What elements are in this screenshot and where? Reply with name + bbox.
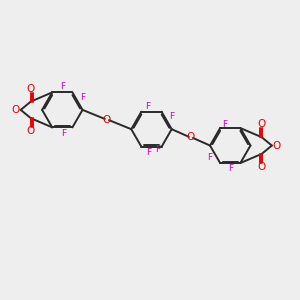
Text: O: O <box>258 119 266 129</box>
Text: F: F <box>228 164 233 173</box>
Text: F: F <box>155 145 160 154</box>
Text: O: O <box>12 105 20 115</box>
Text: F: F <box>61 129 66 138</box>
Text: O: O <box>27 126 35 136</box>
Text: O: O <box>103 115 111 124</box>
Text: F: F <box>60 82 65 91</box>
Text: F: F <box>169 112 175 122</box>
Text: F: F <box>80 93 86 102</box>
Text: F: F <box>222 120 227 129</box>
Text: O: O <box>258 162 266 172</box>
Text: O: O <box>272 140 281 151</box>
Text: O: O <box>187 132 195 142</box>
Text: F: F <box>207 153 212 162</box>
Text: O: O <box>27 84 35 94</box>
Text: F: F <box>146 148 151 157</box>
Text: F: F <box>146 102 151 111</box>
